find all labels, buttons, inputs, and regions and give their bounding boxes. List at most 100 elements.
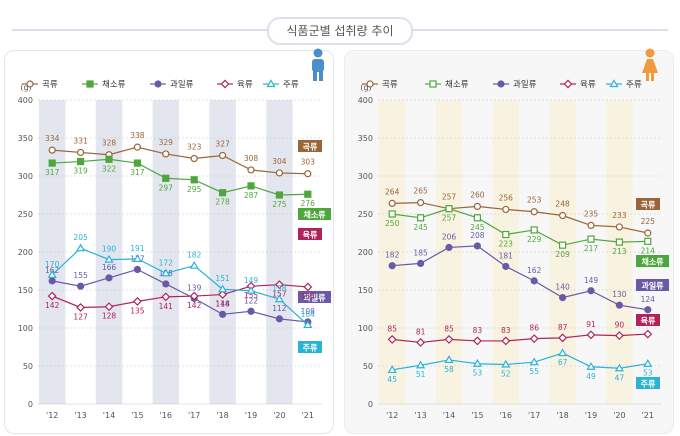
data-label-grain-2: 328 (102, 139, 117, 148)
data-label-drink-4: 172 (159, 258, 174, 267)
data-label-drink-9: 53 (643, 369, 653, 378)
point-fruit-2 (445, 243, 453, 252)
point-grain-1 (417, 199, 425, 207)
data-label-meat-9: 154 (301, 292, 316, 301)
point-fruit-1 (76, 282, 85, 290)
legend-label-fruit: 과일류 (513, 80, 537, 90)
y-tick-50: 50 (363, 362, 373, 371)
legend-label-grain: 곡류 (42, 80, 58, 90)
data-label-veg-6: 209 (555, 250, 570, 259)
y-tick-50: 50 (23, 362, 33, 371)
y-tick-400: 400 (358, 96, 373, 105)
point-meat-3 (472, 336, 482, 346)
legend-marker-veg (86, 80, 94, 88)
point-grain-5 (530, 208, 538, 216)
chart-title: 식품군별 섭취량 추이 (267, 17, 413, 45)
x-tick-7: '19 (585, 411, 597, 420)
female-person-icon (642, 48, 658, 81)
point-veg-5 (190, 176, 198, 184)
male-person-icon (312, 48, 324, 81)
y-unit-label: (g) (20, 83, 31, 92)
x-tick-4: '16 (160, 411, 172, 420)
y-tick-200: 200 (18, 248, 33, 257)
point-grain-7 (247, 166, 255, 174)
series-tag-label-meat: 육류 (303, 230, 318, 240)
y-tick-350: 350 (358, 134, 373, 143)
point-drink-7 (246, 286, 256, 294)
legend-marker-grain (26, 80, 34, 88)
y-tick-150: 150 (18, 286, 33, 295)
data-label-meat-1: 127 (73, 312, 88, 321)
point-grain-9 (644, 229, 652, 237)
data-label-fruit-2: 206 (442, 232, 457, 241)
data-label-grain-9: 303 (301, 158, 316, 167)
point-veg-4 (162, 174, 170, 182)
data-label-grain-8: 233 (612, 211, 627, 220)
data-label-veg-1: 319 (73, 167, 88, 176)
x-tick-1: '13 (414, 411, 426, 420)
point-drink-3 (132, 254, 142, 262)
series-tag-label-drink: 주류 (641, 380, 656, 389)
data-label-grain-0: 264 (385, 187, 400, 196)
point-veg-3 (473, 214, 481, 222)
point-meat-4 (161, 292, 171, 302)
y-tick-300: 300 (358, 172, 373, 181)
data-label-veg-5: 295 (187, 185, 202, 194)
point-veg-0 (388, 210, 396, 218)
point-grain-9 (304, 170, 312, 178)
point-meat-1 (76, 303, 86, 312)
point-drink-1 (76, 243, 86, 252)
x-tick-7: '19 (245, 411, 257, 420)
data-label-meat-0: 85 (387, 324, 397, 333)
point-fruit-3 (133, 265, 141, 274)
data-label-meat-3: 135 (130, 306, 145, 315)
legend-label-grain: 곡류 (382, 80, 398, 90)
data-label-meat-2: 85 (444, 324, 454, 333)
point-meat-9 (643, 329, 653, 339)
data-label-grain-1: 331 (73, 136, 88, 145)
data-label-fruit-7: 149 (584, 276, 599, 285)
point-meat-1 (416, 337, 426, 347)
data-label-veg-3: 317 (130, 168, 145, 177)
data-label-fruit-9: 124 (641, 295, 656, 304)
y-tick-100: 100 (18, 324, 33, 333)
data-label-fruit-4: 181 (499, 251, 514, 260)
series-line-fruit (52, 268, 308, 323)
data-label-veg-5: 229 (527, 235, 542, 244)
data-label-meat-8: 157 (272, 290, 287, 299)
point-fruit-8 (275, 315, 283, 323)
x-tick-9: '21 (642, 411, 654, 420)
point-veg-9 (644, 237, 652, 245)
data-label-veg-3: 245 (470, 223, 485, 232)
legend-label-drink: 주류 (283, 80, 299, 90)
point-drink-1 (416, 360, 426, 369)
point-grain-6 (219, 151, 227, 160)
point-veg-3 (133, 159, 141, 167)
legend-label-meat: 육류 (237, 80, 253, 90)
data-label-grain-3: 338 (130, 131, 145, 140)
point-grain-4 (162, 150, 170, 158)
point-veg-4 (502, 230, 510, 239)
data-label-drink-3: 53 (473, 369, 483, 378)
series-tag-veg (636, 255, 669, 267)
x-tick-9: '21 (302, 411, 314, 420)
point-veg-7 (587, 235, 595, 243)
point-fruit-4 (502, 262, 510, 271)
data-label-drink-5: 182 (187, 251, 202, 260)
data-label-veg-8: 213 (612, 247, 627, 256)
data-label-meat-6: 87 (558, 323, 568, 332)
point-meat-6 (218, 290, 228, 300)
point-drink-5 (189, 260, 199, 269)
point-drink-9 (643, 359, 653, 367)
x-tick-0: '12 (386, 411, 398, 420)
legend-label-fruit: 과일류 (170, 80, 194, 90)
series-line-grain (52, 146, 308, 175)
y-tick-350: 350 (18, 134, 33, 143)
data-label-drink-1: 51 (416, 370, 426, 379)
data-label-meat-0: 142 (45, 301, 60, 310)
point-drink-6 (558, 348, 568, 357)
point-fruit-7 (247, 307, 255, 315)
point-veg-8 (275, 191, 283, 199)
series-tag-label-veg: 채소류 (303, 210, 326, 220)
point-grain-0 (48, 146, 56, 154)
